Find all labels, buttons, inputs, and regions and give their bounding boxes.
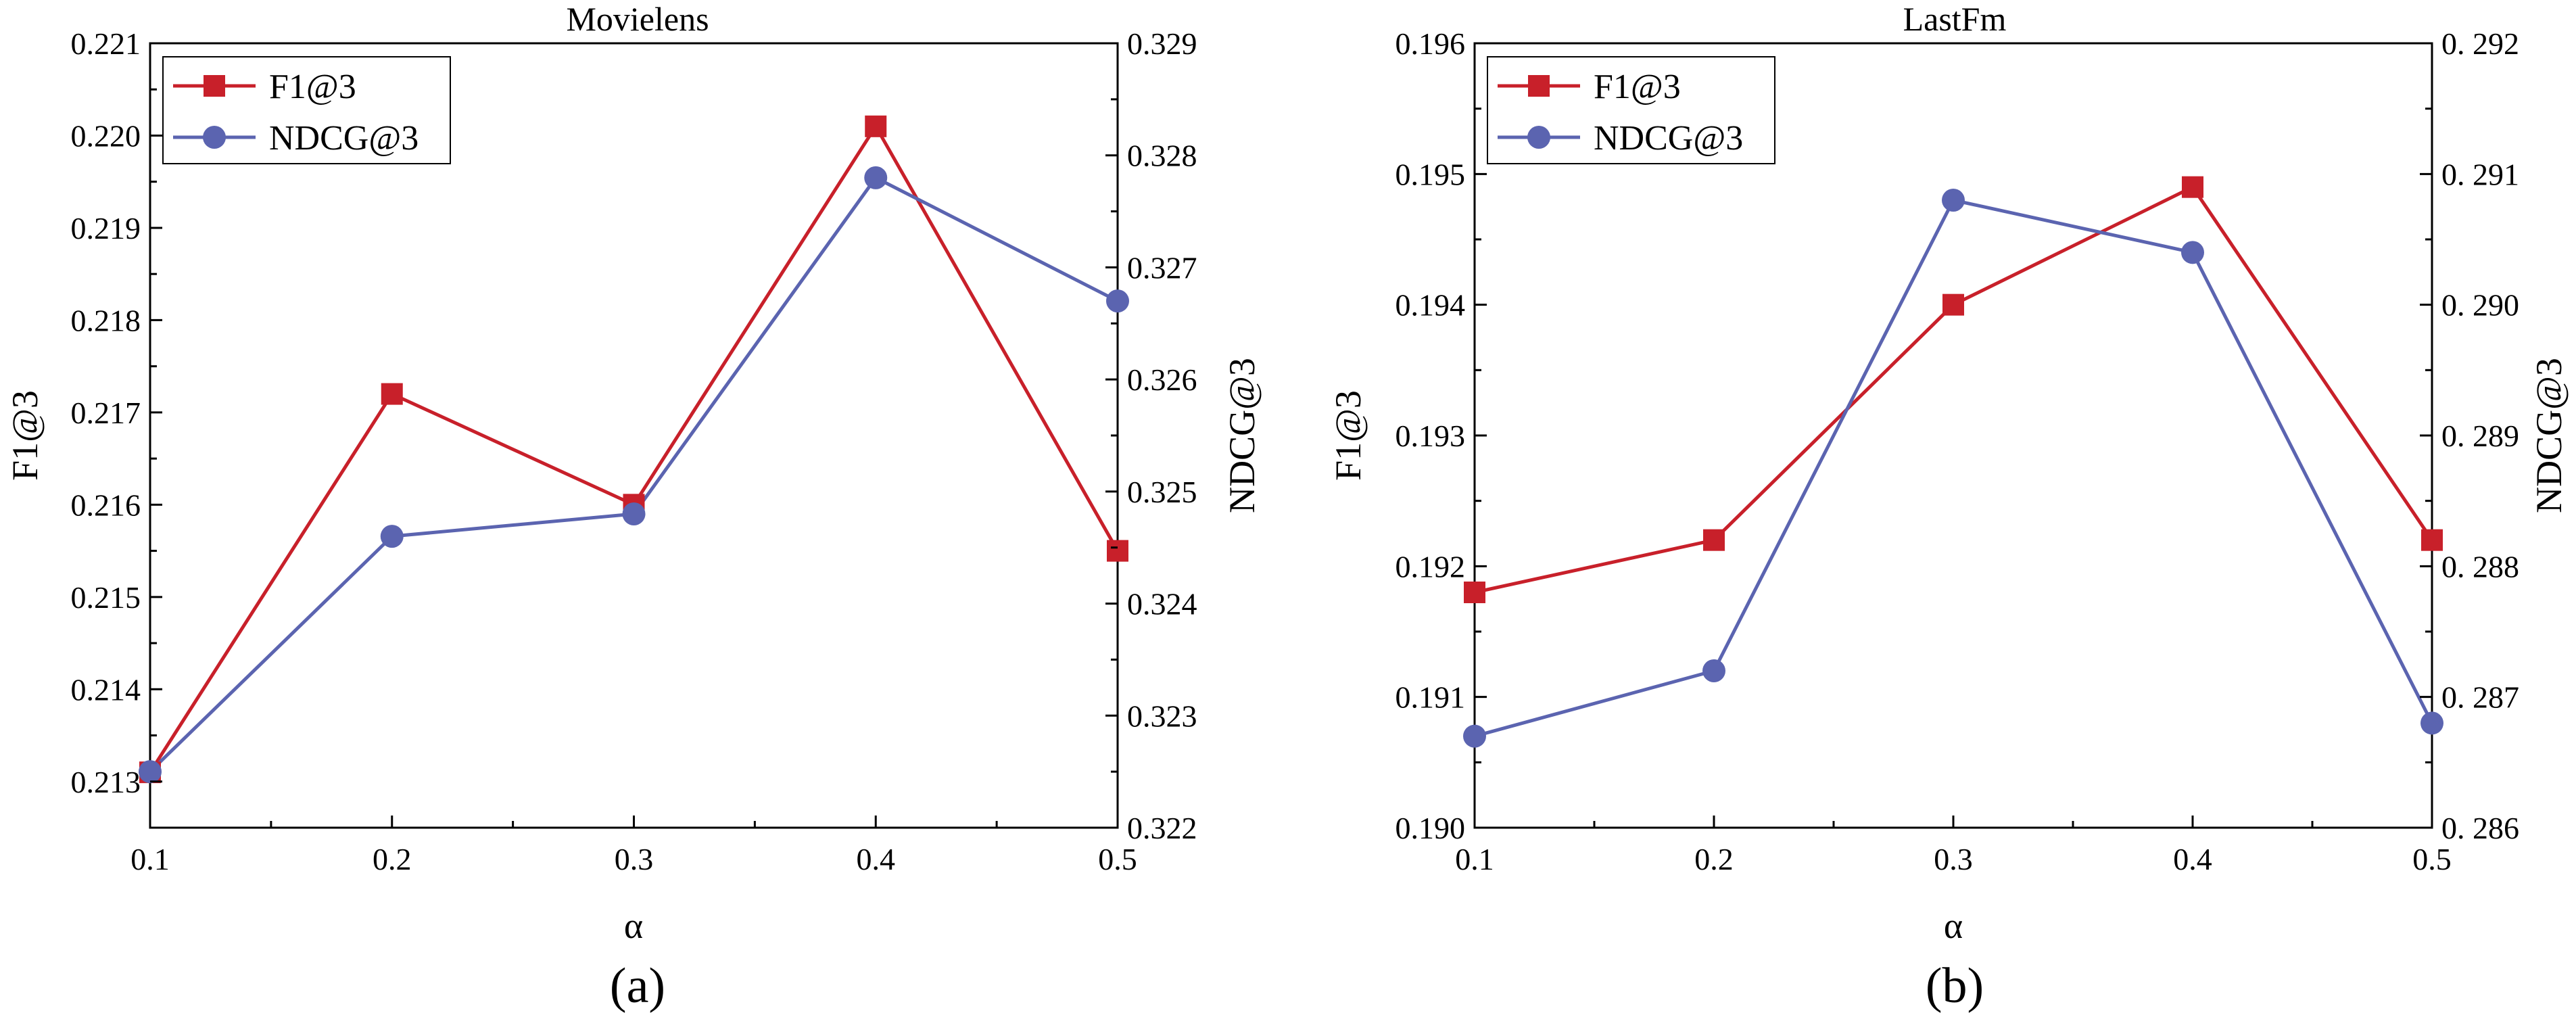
- y-left-tick-label: 0.196: [1396, 26, 1466, 61]
- chart-panel-lastfm: LastFm 0.1900.1910.1920.1930.1940.1950.1…: [1328, 0, 2569, 1014]
- series-line-ndcg3: [149, 176, 1119, 773]
- panel-caption: (b): [1926, 958, 1984, 1014]
- data-point-ndcg: [1106, 289, 1129, 313]
- y-left-tick-label: 0.217: [71, 396, 141, 430]
- series-lines: [148, 124, 1120, 774]
- y-right-tick-label: 0. 289: [2441, 419, 2519, 453]
- legend-marker-f1: [1528, 75, 1550, 97]
- y-right-tick-label: 0. 290: [2441, 288, 2519, 323]
- chart-title: LastFm: [1903, 0, 2007, 38]
- y-left-tick-label: 0.191: [1396, 680, 1466, 715]
- y-left-tick-label: 0.218: [71, 303, 141, 337]
- y-right-tick-label: 0.325: [1127, 475, 1197, 509]
- x-axis-ticks: 0.1 0.2 0.3 0.4 0.5: [1455, 816, 2452, 876]
- legend-marker-f1: [204, 75, 225, 97]
- y-left-tick-label: 0.193: [1396, 419, 1466, 453]
- x-axis-ticks: 0.1 0.2 0.3 0.4 0.5: [130, 816, 1137, 876]
- y-left-tick-label: 0.194: [1396, 288, 1466, 323]
- series-markers: [139, 115, 1129, 784]
- y-left-tick-label: 0.216: [71, 488, 141, 522]
- x-axis-title: α: [624, 905, 643, 946]
- y-right-tick-label: 0.322: [1127, 811, 1197, 845]
- x-tick-label: 0.1: [130, 842, 170, 876]
- data-point-f1: [865, 115, 887, 137]
- y-left-tick-label: 0.220: [71, 118, 141, 153]
- legend-marker-ndcg: [203, 126, 226, 149]
- y-right-tick-label: 0.328: [1127, 139, 1197, 173]
- legend-label-ndcg: NDCG@3: [1594, 119, 1743, 158]
- x-tick-label: 0.4: [2173, 842, 2212, 876]
- x-tick-label: 0.5: [1098, 842, 1137, 876]
- data-point-f1: [1703, 529, 1725, 551]
- y-left-tick-label: 0.213: [71, 765, 141, 799]
- series-line-f13: [1474, 185, 2434, 594]
- y-axis-right-ticks: 0.322 0.323 0.324 0.325 0.326 0.327 0.328 0.329: [1105, 26, 1197, 845]
- legend-label-f1: F1@3: [269, 68, 356, 106]
- y-axis-right-ticks: 0. 286 0. 287 0. 288 0. 289 0. 290 0. 291 0. 2…: [2420, 26, 2519, 845]
- data-point-f1: [381, 383, 403, 405]
- data-point-ndcg: [622, 502, 646, 525]
- data-point-ndcg: [864, 166, 888, 189]
- y-right-tick-label: 0. 291: [2441, 157, 2519, 191]
- data-point-f1: [2421, 529, 2443, 551]
- y-right-tick-label: 0. 287: [2441, 680, 2519, 715]
- y-left-tick-label: 0.219: [71, 211, 141, 245]
- y-right-tick-label: 0.324: [1127, 587, 1197, 621]
- y-left-tick-label: 0.195: [1396, 157, 1466, 191]
- x-tick-label: 0.3: [615, 842, 654, 876]
- data-point-f1: [1464, 582, 1485, 603]
- data-point-ndcg: [2420, 711, 2443, 735]
- y-right-tick-label: 0.326: [1127, 362, 1197, 397]
- x-tick-label: 0.5: [2412, 842, 2452, 876]
- series-lines: [1474, 185, 2434, 738]
- y-axis-right-title: NDCG@3: [1222, 358, 1262, 513]
- y-right-tick-label: 0. 288: [2441, 549, 2519, 584]
- series-line-ndcg3: [1474, 198, 2434, 738]
- data-point-ndcg: [1702, 659, 1725, 682]
- y-axis-left-ticks: 0.190 0.191 0.192 0.193 0.194 0.195 0.196: [1396, 26, 1487, 845]
- data-point-f1: [1107, 540, 1128, 562]
- data-point-f1: [1942, 293, 1964, 316]
- y-left-tick-label: 0.215: [71, 580, 141, 615]
- x-tick-label: 0.4: [857, 842, 896, 876]
- legend: F1@3 NDCG@3: [162, 56, 451, 164]
- y-left-tick-label: 0.214: [71, 672, 141, 707]
- x-tick-label: 0.2: [373, 842, 412, 876]
- y-right-tick-label: 0. 286: [2441, 811, 2519, 845]
- legend-label-ndcg: NDCG@3: [269, 119, 419, 158]
- y-right-tick-label: 0.329: [1127, 26, 1197, 61]
- series-line-f13: [148, 124, 1120, 774]
- data-point-ndcg: [1942, 189, 1965, 212]
- chart-title: Movielens: [566, 0, 709, 38]
- y-right-tick-label: 0. 292: [2441, 26, 2519, 61]
- legend-label-f1: F1@3: [1594, 68, 1681, 106]
- legend-marker-ndcg: [1527, 126, 1550, 149]
- data-point-ndcg: [380, 525, 404, 548]
- y-left-tick-label: 0.221: [71, 26, 141, 61]
- y-axis-left-title: F1@3: [1328, 390, 1368, 481]
- y-axis-right-title: NDCG@3: [2529, 358, 2569, 513]
- series-markers: [1463, 176, 2443, 748]
- x-tick-label: 0.1: [1455, 842, 1494, 876]
- y-left-tick-label: 0.192: [1396, 549, 1466, 584]
- data-point-f1: [2182, 176, 2203, 198]
- y-right-tick-label: 0.323: [1127, 699, 1197, 733]
- x-tick-label: 0.3: [1934, 842, 1973, 876]
- y-axis-left-title: F1@3: [5, 390, 45, 481]
- chart-panel-movielens: Movielens 0.213 0.214 0.215 0.216 0.217 0.218…: [5, 0, 1262, 1014]
- y-right-tick-label: 0.327: [1127, 250, 1197, 285]
- data-point-ndcg: [2181, 241, 2204, 264]
- y-axis-left-ticks: 0.213 0.214 0.215 0.216 0.217 0.218 0.219 0.220…: [71, 26, 162, 799]
- panel-caption: (a): [610, 958, 665, 1014]
- x-axis-title: α: [1944, 905, 1963, 946]
- data-point-ndcg: [1463, 724, 1486, 748]
- y-left-tick-label: 0.190: [1396, 811, 1466, 845]
- x-tick-label: 0.2: [1694, 842, 1734, 876]
- data-point-ndcg: [139, 760, 162, 784]
- legend: F1@3 NDCG@3: [1487, 56, 1775, 164]
